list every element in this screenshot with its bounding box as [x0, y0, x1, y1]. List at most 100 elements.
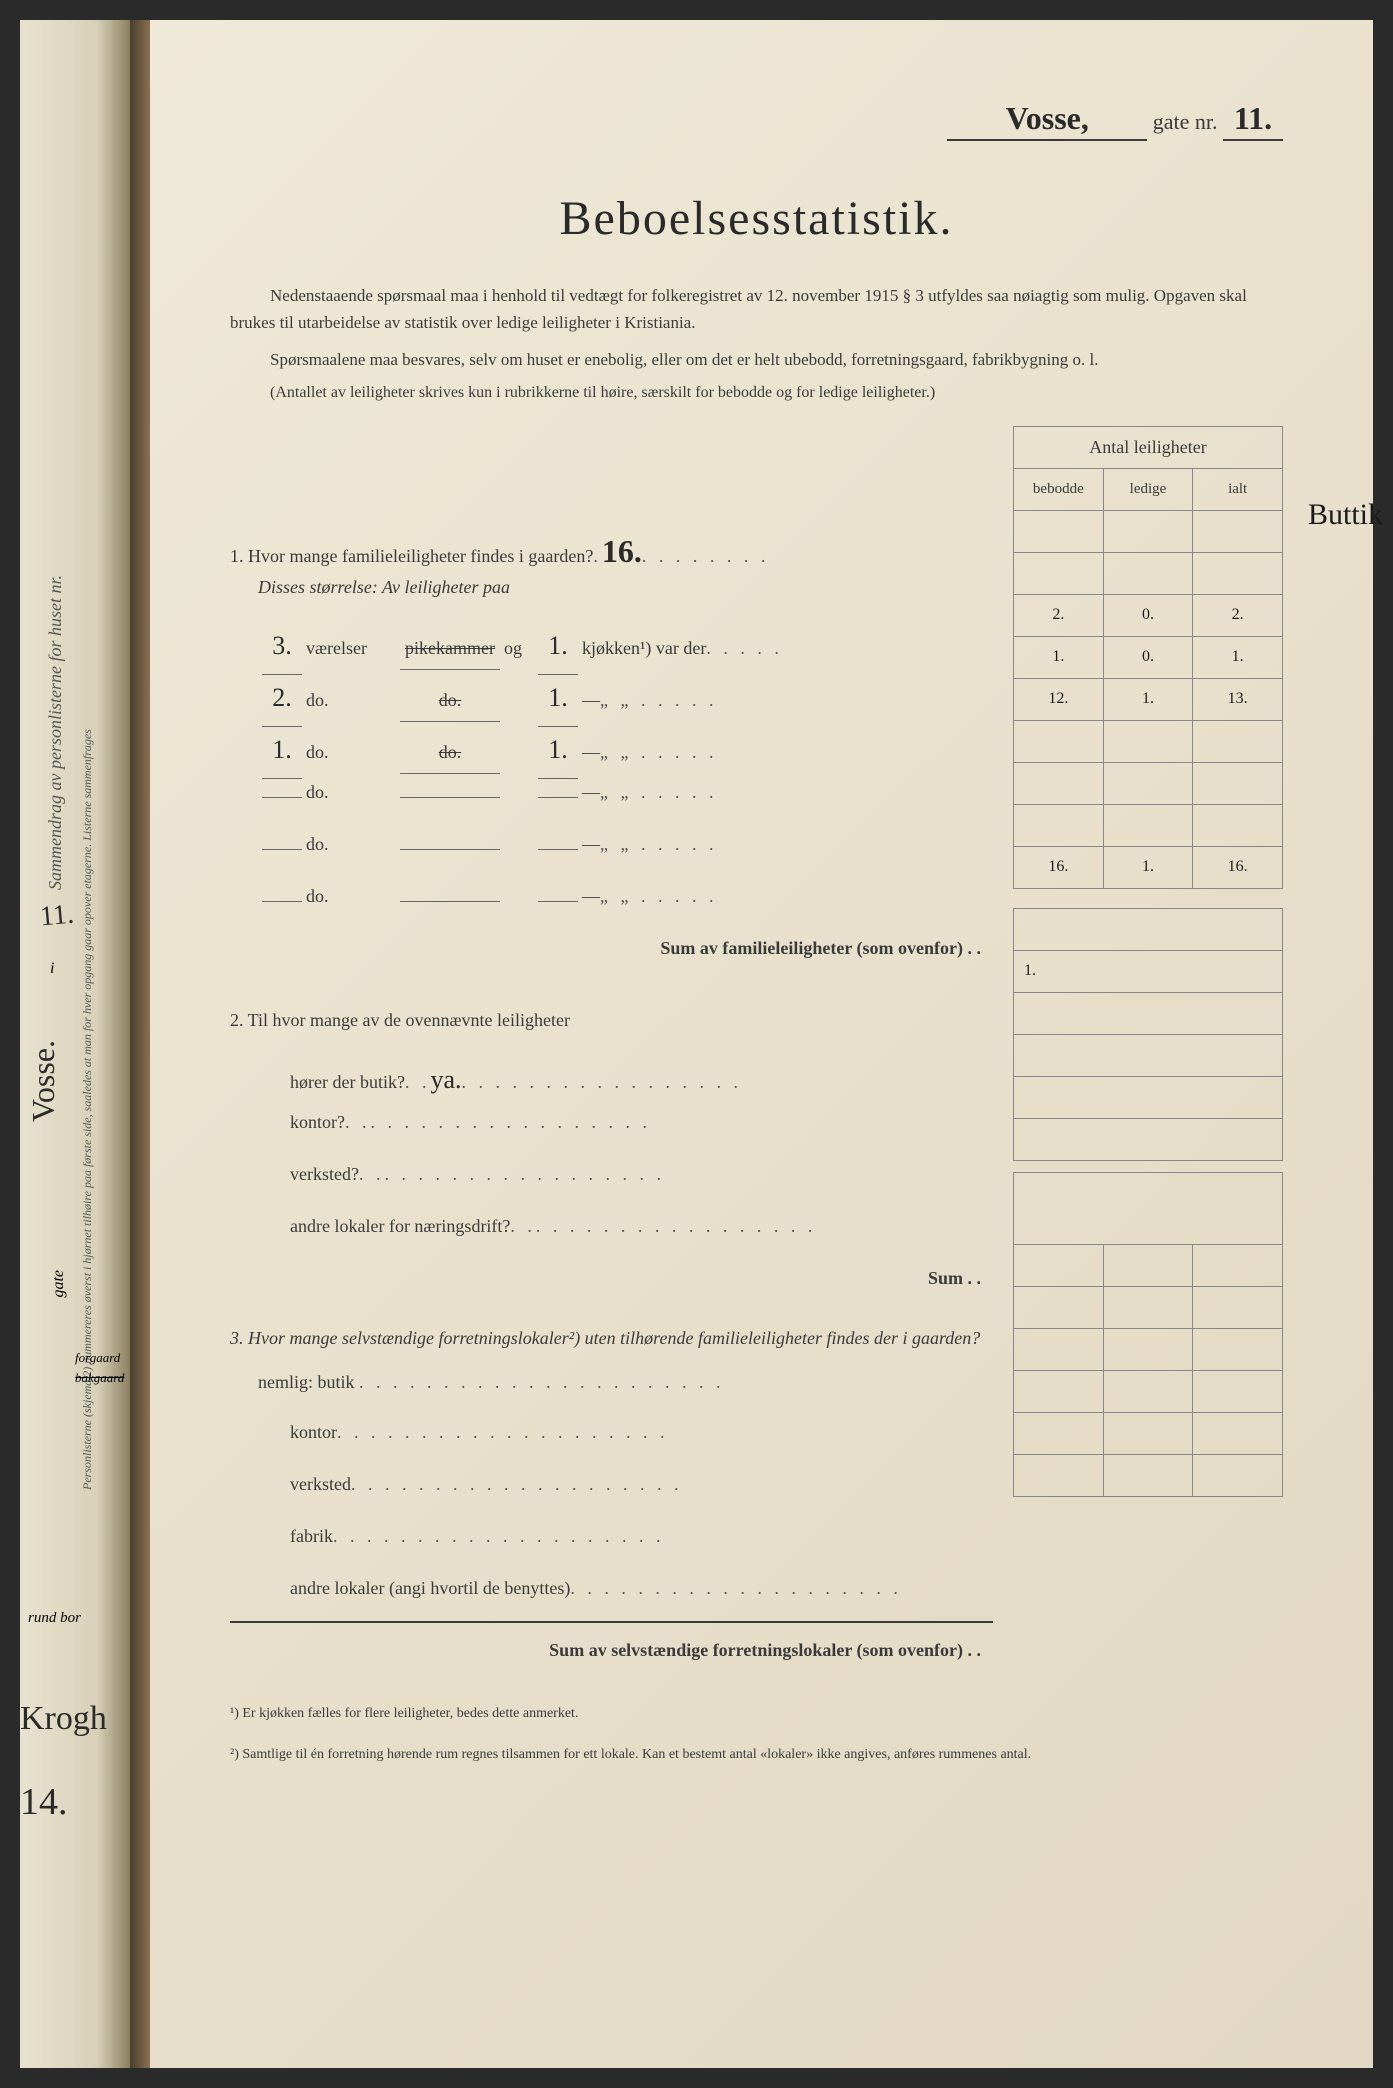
cell-bebodde: 2. — [1014, 594, 1104, 636]
document-spread: Sammendrag av personlisterne for huset n… — [20, 20, 1373, 2068]
q1-size-row: do. — „ „ . . . . . — [230, 825, 993, 867]
right-page: Vosse, gate nr. 11. Beboelsesstatistik. … — [150, 20, 1373, 2068]
cell-ialt: 13. — [1193, 678, 1283, 720]
table-column: Antal leiligheter bebodde ledige ialt 2.… — [1013, 426, 1283, 1683]
q2-row: hører der butik? . . ya. . . . . . . . .… — [230, 1051, 993, 1093]
vaerelser-count — [262, 901, 302, 902]
vaerelser-label: værelser — [306, 629, 396, 669]
strike-field: do. — [400, 681, 500, 722]
q2-label: hører der butik? — [290, 1063, 405, 1103]
q3-row: verksted . . . . . . . . . . . . . . . .… — [230, 1465, 993, 1507]
cell-ledige: 0. — [1103, 594, 1193, 636]
q2-row: andre lokaler for næringsdrift? . . . . … — [230, 1207, 993, 1249]
q2-sum-text: Sum . . — [928, 1259, 981, 1299]
left-instruction-text: Personlisterne (skjema 2) nummereres øve… — [80, 90, 95, 1490]
q3-row: fabrik . . . . . . . . . . . . . . . . .… — [230, 1517, 993, 1559]
q3-nemlig: nemlig: butik . . . . . . . . . . . . . … — [230, 1363, 993, 1403]
strike-field — [400, 901, 500, 902]
book-spine — [130, 20, 150, 2068]
page-title: Beboelsesstatistik. — [230, 191, 1283, 246]
q2-sum: Sum . . — [230, 1259, 993, 1301]
left-street-hw: Vosse. — [25, 1040, 62, 1122]
q2-cell — [1014, 992, 1283, 1034]
q2-cell — [1014, 1034, 1283, 1076]
cell-bebodde — [1014, 804, 1104, 846]
q2-cell: 1. — [1014, 950, 1283, 992]
left-house-nr: 11. — [39, 899, 76, 934]
intro-p2: Spørsmaalene maa besvares, selv om huset… — [230, 346, 1283, 373]
strike-field — [400, 797, 500, 798]
q1-answer: 16. — [602, 516, 642, 586]
kjokken-count: 1. — [538, 669, 578, 727]
left-summary-label: Sammendrag av personlisterne for huset n… — [45, 90, 66, 890]
q1-size-row: 2. do. do. 1. — „ „ . . . . . — [230, 669, 993, 711]
cell-ledige: 1. — [1103, 678, 1193, 720]
strike-field — [400, 849, 500, 850]
col-bebodde: bebodde — [1014, 468, 1104, 510]
q1-sum-label: Sum av familieleiligheter (som ovenfor) … — [230, 929, 993, 971]
left-rund-bor: rund bor — [28, 1610, 81, 1627]
cell-bebodde: 12. — [1014, 678, 1104, 720]
q2-hw: ya. — [430, 1051, 461, 1108]
cell-ialt — [1193, 762, 1283, 804]
cell-bebodde — [1014, 720, 1104, 762]
header-line: Vosse, gate nr. 11. — [230, 100, 1283, 141]
vaerelser-count — [262, 849, 302, 850]
cell-ialt: 2. — [1193, 594, 1283, 636]
vaerelser-label: do. — [306, 773, 396, 813]
cell-ledige: 0. — [1103, 636, 1193, 678]
vaerelser-count: 1. — [262, 721, 302, 779]
left-signature: Krogh — [20, 1700, 107, 1738]
q3-sum: Sum av selvstændige forretningslokaler (… — [230, 1631, 993, 1673]
q3-row: kontor . . . . . . . . . . . . . . . . .… — [230, 1413, 993, 1455]
leiligheter-table: Antal leiligheter bebodde ledige ialt 2.… — [1013, 426, 1283, 1497]
vaerelser-label: do. — [306, 825, 396, 865]
street-field: Vosse, — [947, 100, 1147, 141]
cell-ledige — [1103, 720, 1193, 762]
gate-label: gate nr. — [1153, 109, 1218, 134]
q2-cell — [1014, 1076, 1283, 1118]
q3-label: verksted — [290, 1465, 351, 1505]
kjokken-label: — — [582, 825, 600, 865]
left-page: Sammendrag av personlisterne for huset n… — [20, 20, 130, 2068]
q1-size-row: 1. do. do. 1. — „ „ . . . . . — [230, 721, 993, 763]
vaerelser-label: do. — [306, 877, 396, 917]
cell-bebodde — [1014, 762, 1104, 804]
kjokken-count: 1. — [538, 721, 578, 779]
q1-size-row: 3. værelser pikekammer og 1. kjøkken¹) v… — [230, 617, 993, 659]
kjokken-count: 1. — [538, 617, 578, 675]
cell-ialt — [1193, 720, 1283, 762]
gate-nr-field: 11. — [1223, 100, 1283, 141]
strike-field: do. — [400, 733, 500, 774]
kjokken-count — [538, 901, 578, 902]
sum-b: 16. — [1014, 846, 1104, 888]
kjokken-label: kjøkken¹) var der — [582, 629, 706, 669]
table-header-main: Antal leiligheter — [1014, 426, 1283, 468]
q3-row: andre lokaler (angi hvortil de benyttes)… — [230, 1569, 993, 1611]
left-i: i — [50, 960, 54, 978]
left-sig2: 14. — [20, 1780, 68, 1824]
cell-ledige — [1103, 762, 1193, 804]
q3-label: fabrik — [290, 1517, 333, 1557]
col-ledige: ledige — [1103, 468, 1193, 510]
vaerelser-count: 3. — [262, 617, 302, 675]
vaerelser-count — [262, 797, 302, 798]
q2-row: verksted? . . . . . . . . . . . . . . . … — [230, 1155, 993, 1197]
left-bakgaard: bakgaard — [75, 1370, 124, 1386]
col-ialt: ialt — [1193, 468, 1283, 510]
cell-ialt: 1. — [1193, 636, 1283, 678]
buttik-overflow: Buttik — [1308, 498, 1383, 532]
intro-p1: Nedenstaaende spørsmaal maa i henhold ti… — [230, 282, 1283, 336]
q2-text: 2. Til hvor mange av de ovennævnte leili… — [230, 1001, 993, 1041]
kjokken-label: — — [582, 773, 600, 813]
q2-label: andre lokaler for næringsdrift? — [290, 1207, 510, 1247]
kjokken-label: — — [582, 733, 600, 773]
q2-label: kontor? — [290, 1103, 345, 1143]
kjokken-label: — — [582, 877, 600, 917]
questions-column: 1. Hvor mange familieleiligheter findes … — [230, 426, 1013, 1683]
q1-sum-text: Sum av familieleiligheter (som ovenfor) … — [660, 929, 981, 969]
intro-note: (Antallet av leiligheter skrives kun i r… — [230, 384, 1283, 402]
cell-ialt — [1193, 804, 1283, 846]
footnote-2: ²) Samtlige til én forretning hørende ru… — [230, 1744, 1283, 1765]
q3-label: andre lokaler (angi hvortil de benyttes) — [290, 1569, 570, 1609]
